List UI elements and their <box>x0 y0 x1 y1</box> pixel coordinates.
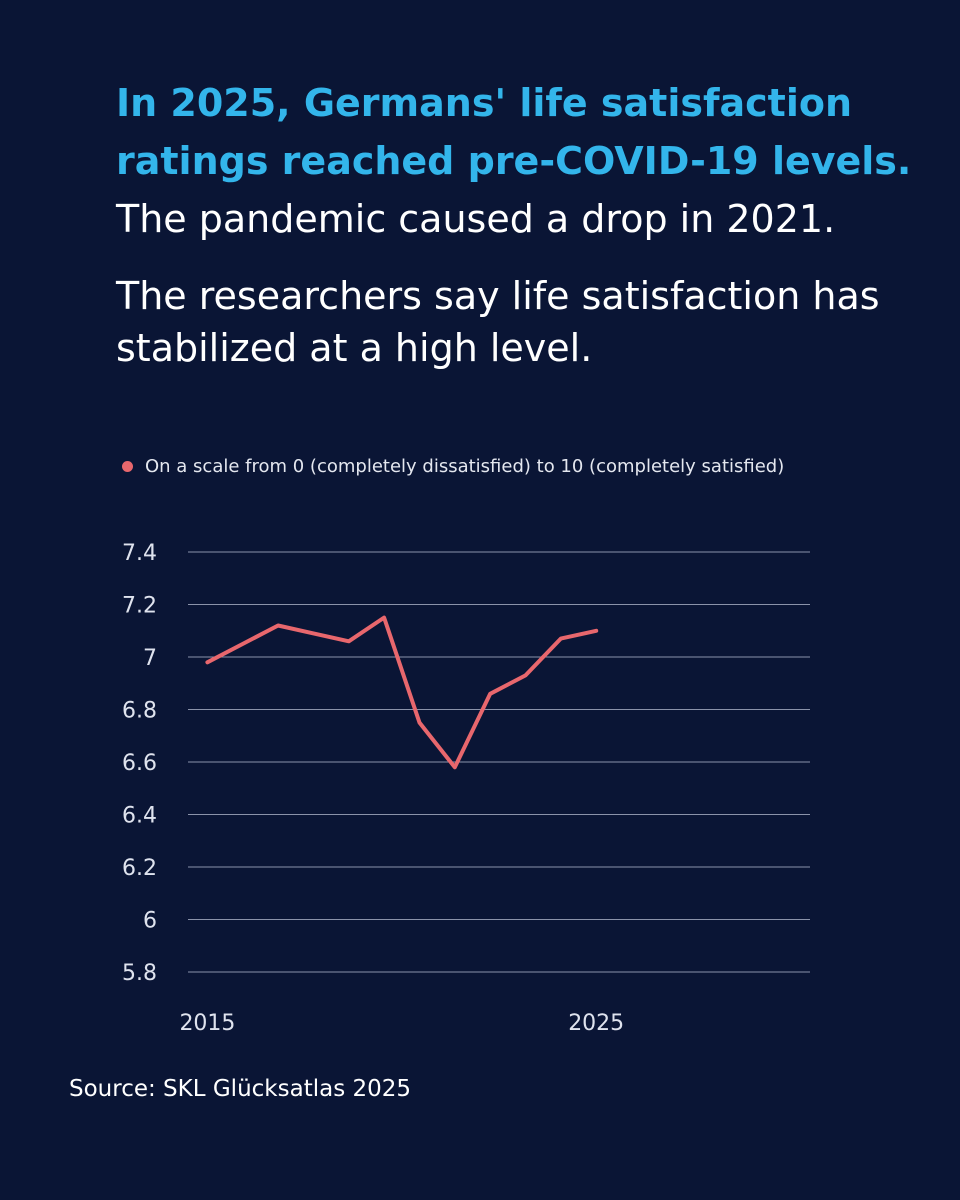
y-tick-label: 6.2 <box>122 856 157 881</box>
y-tick-label: 6 <box>143 909 157 934</box>
chart-legend: On a scale from 0 (completely dissatisfi… <box>122 456 784 477</box>
headline: In 2025, Germans' life satisfaction rati… <box>116 74 916 248</box>
x-tick-label: 2015 <box>179 1011 235 1036</box>
y-tick-label: 7 <box>143 646 157 671</box>
y-tick-label: 7.4 <box>122 541 157 566</box>
legend-marker <box>122 461 133 472</box>
y-tick-label: 6.8 <box>122 699 157 724</box>
headline-accent: In 2025, Germans' life satisfaction rati… <box>116 81 912 183</box>
y-tick-label: 5.8 <box>122 961 157 986</box>
y-tick-label: 6.4 <box>122 804 157 829</box>
subheadline: The researchers say life satisfaction ha… <box>116 274 880 370</box>
y-tick-label: 6.6 <box>122 751 157 776</box>
x-tick-label: 2025 <box>568 1011 624 1036</box>
y-tick-label: 7.2 <box>122 594 157 619</box>
headline-rest: The pandemic caused a drop in 2021. <box>116 197 836 241</box>
source-note: Source: SKL Glücksatlas 2025 <box>69 1076 412 1102</box>
legend-label: On a scale from 0 (completely dissatisfi… <box>145 456 785 477</box>
series-line <box>205 615 599 770</box>
